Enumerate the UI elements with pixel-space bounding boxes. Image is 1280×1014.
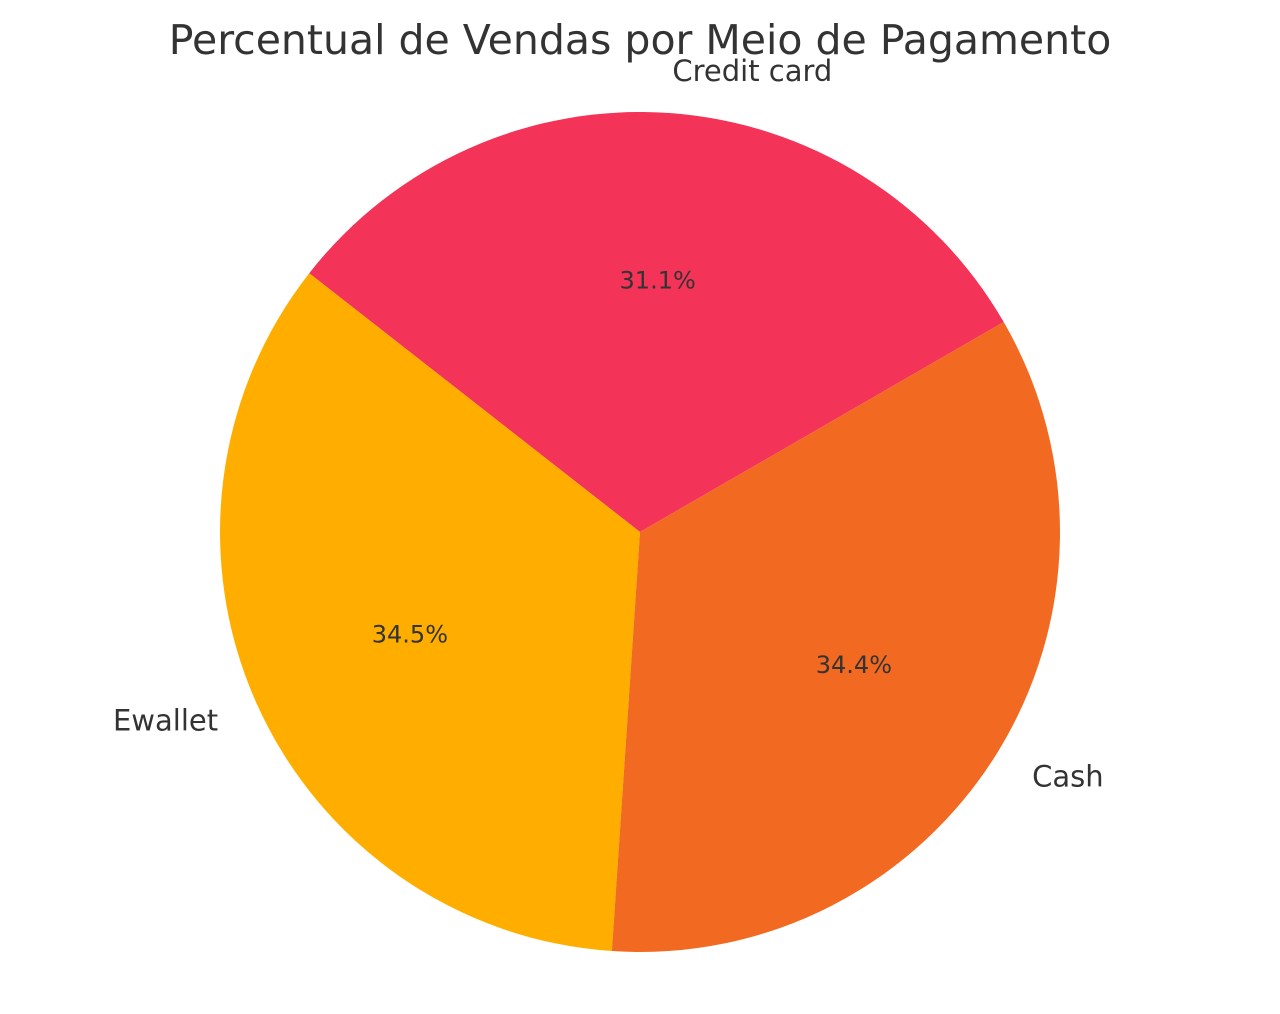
pie-labels: 31.1% Credit card 34.5% Ewallet 34.4% Cash [113, 54, 1104, 793]
slice-label: Credit card [672, 54, 832, 88]
slice-label: Ewallet [113, 703, 218, 737]
pie-slices [220, 112, 1060, 953]
pie-slice-credit-card [309, 112, 1004, 532]
chart-title: Percentual de Vendas por Meio de Pagamen… [169, 16, 1112, 64]
pct-label: 34.4% [816, 651, 892, 679]
slice-label: Cash [1032, 759, 1104, 793]
pie-slice-ewallet [220, 273, 640, 952]
pie-slice-cash [611, 322, 1060, 953]
pct-label: 31.1% [620, 267, 696, 295]
pct-label: 34.5% [372, 621, 448, 649]
